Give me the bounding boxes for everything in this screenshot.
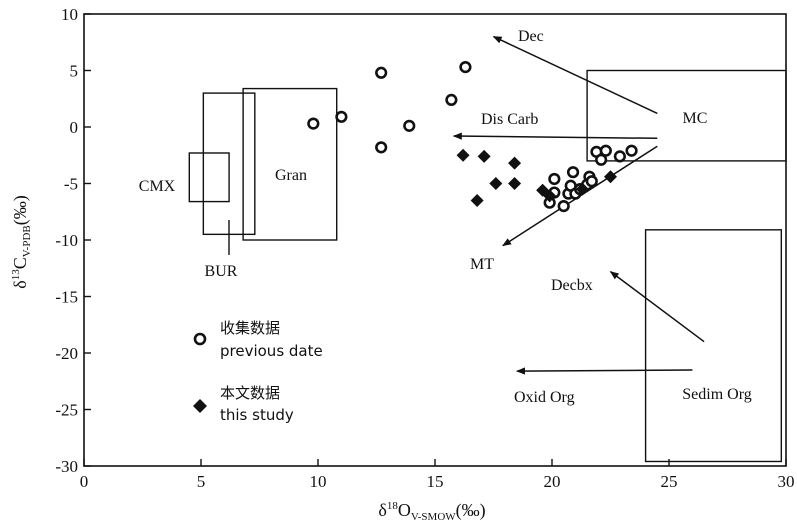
data-point-previous bbox=[599, 144, 612, 157]
legend-label-cn-2: 本文数据 bbox=[220, 384, 280, 402]
x-tick-label: 30 bbox=[778, 472, 795, 491]
trend-arrows-layer: Dec Dis Carb MT Decbx Oxid Org bbox=[452, 28, 705, 406]
data-point-previous bbox=[548, 172, 561, 186]
region-box-sedim-org bbox=[644, 229, 783, 463]
data-points-layer bbox=[307, 61, 638, 213]
data-point-previous bbox=[335, 110, 348, 123]
data-point-previous bbox=[625, 144, 638, 157]
legend-label-en-1: previous date bbox=[220, 342, 323, 360]
legend-symbol-open-circle bbox=[193, 332, 207, 346]
x-axis-title: δ18OV-SMOW(‰) bbox=[378, 500, 485, 523]
region-label-sedim-org: Sedim Org bbox=[682, 386, 751, 403]
data-point-previous bbox=[595, 153, 608, 166]
region-label-bur: BUR bbox=[205, 263, 238, 280]
y-tick-label: -15 bbox=[55, 288, 78, 307]
trend-label-dec: Dec bbox=[518, 28, 544, 45]
trend-label-mt: MT bbox=[470, 256, 494, 273]
region-label-cmx: CMX bbox=[139, 178, 176, 195]
data-point-previous bbox=[307, 117, 320, 130]
data-point-previous bbox=[566, 166, 580, 179]
legend-label-cn-1: 收集数据 bbox=[220, 319, 280, 337]
legend-label-en-2: this study bbox=[220, 406, 294, 424]
region-box-gran bbox=[242, 87, 338, 241]
data-point-previous bbox=[375, 141, 388, 154]
axis-ticks-layer: 0 5 10 15 20 25 30 10 5 0 -5 -10 -15 -20 -25 -30 bbox=[55, 5, 794, 491]
trend-arrow-dis-carb bbox=[452, 132, 658, 140]
trend-label-dis-carb: Dis Carb bbox=[481, 111, 538, 128]
y-tick-label: -30 bbox=[55, 457, 78, 476]
y-axis-title: δ13CV-PDB(‰) bbox=[10, 195, 33, 289]
trend-arrow-dec bbox=[492, 35, 658, 115]
data-point-this-study bbox=[456, 148, 470, 162]
data-point-this-study bbox=[477, 149, 491, 163]
trend-label-oxid-org: Oxid Org bbox=[514, 389, 575, 406]
x-tick-label: 10 bbox=[310, 472, 327, 491]
region-box-cmx bbox=[188, 152, 230, 203]
x-tick-label: 25 bbox=[661, 472, 678, 491]
x-tick-label: 0 bbox=[80, 472, 89, 491]
regions-layer: CMX BUR Gran MC Sedim Org bbox=[139, 69, 787, 463]
legend-symbol-filled-diamond bbox=[193, 399, 207, 413]
x-tick-label: 20 bbox=[544, 472, 561, 491]
data-point-this-study bbox=[489, 177, 503, 190]
legend: 收集数据 previous date 本文数据 this study bbox=[193, 319, 323, 424]
y-tick-label: -25 bbox=[55, 401, 78, 420]
data-point-this-study bbox=[508, 177, 522, 190]
plot-frame bbox=[83, 13, 787, 467]
y-tick-label: -5 bbox=[64, 175, 78, 194]
data-point-this-study bbox=[543, 189, 557, 203]
region-label-gran: Gran bbox=[275, 167, 307, 184]
region-label-mc: MC bbox=[683, 110, 708, 127]
y-tick-label: -10 bbox=[55, 231, 78, 250]
data-point-this-study bbox=[508, 156, 522, 170]
x-tick-label: 5 bbox=[197, 472, 206, 491]
trend-arrow-oxid-org bbox=[516, 367, 693, 375]
y-tick-label: 0 bbox=[70, 118, 79, 137]
data-point-previous bbox=[445, 93, 458, 106]
data-point-this-study bbox=[604, 170, 617, 184]
data-point-previous bbox=[585, 175, 598, 188]
trend-label-decbx: Decbx bbox=[551, 277, 593, 294]
data-point-this-study bbox=[470, 193, 484, 207]
x-tick-label: 15 bbox=[427, 472, 444, 491]
data-point-previous bbox=[613, 150, 626, 163]
y-tick-label: 10 bbox=[61, 5, 78, 24]
data-point-previous bbox=[557, 200, 570, 213]
data-point-previous bbox=[459, 61, 472, 74]
data-point-previous bbox=[403, 119, 416, 132]
trend-arrow-decbx bbox=[609, 271, 705, 343]
data-point-previous bbox=[375, 66, 388, 79]
data-point-this-study bbox=[575, 182, 589, 196]
y-tick-label: 5 bbox=[70, 62, 79, 81]
y-tick-label: -20 bbox=[55, 344, 78, 363]
